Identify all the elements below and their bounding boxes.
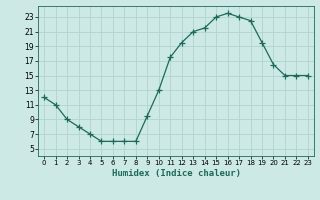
X-axis label: Humidex (Indice chaleur): Humidex (Indice chaleur) xyxy=(111,169,241,178)
